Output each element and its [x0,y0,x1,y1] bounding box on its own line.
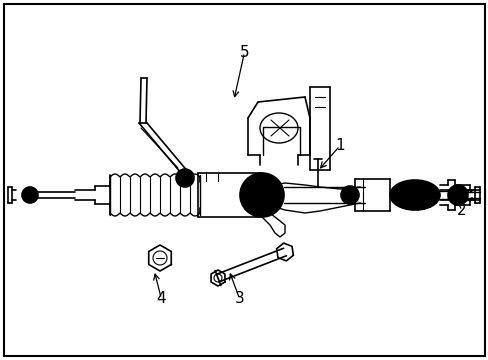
Text: 5: 5 [239,45,249,60]
Text: 3: 3 [234,291,244,306]
Circle shape [22,187,38,203]
Circle shape [176,169,194,187]
Ellipse shape [389,180,439,210]
Circle shape [447,185,467,205]
Text: 4: 4 [156,291,166,306]
Text: 1: 1 [334,138,344,153]
Text: 2: 2 [456,203,466,218]
Circle shape [340,186,358,204]
Circle shape [240,173,284,217]
